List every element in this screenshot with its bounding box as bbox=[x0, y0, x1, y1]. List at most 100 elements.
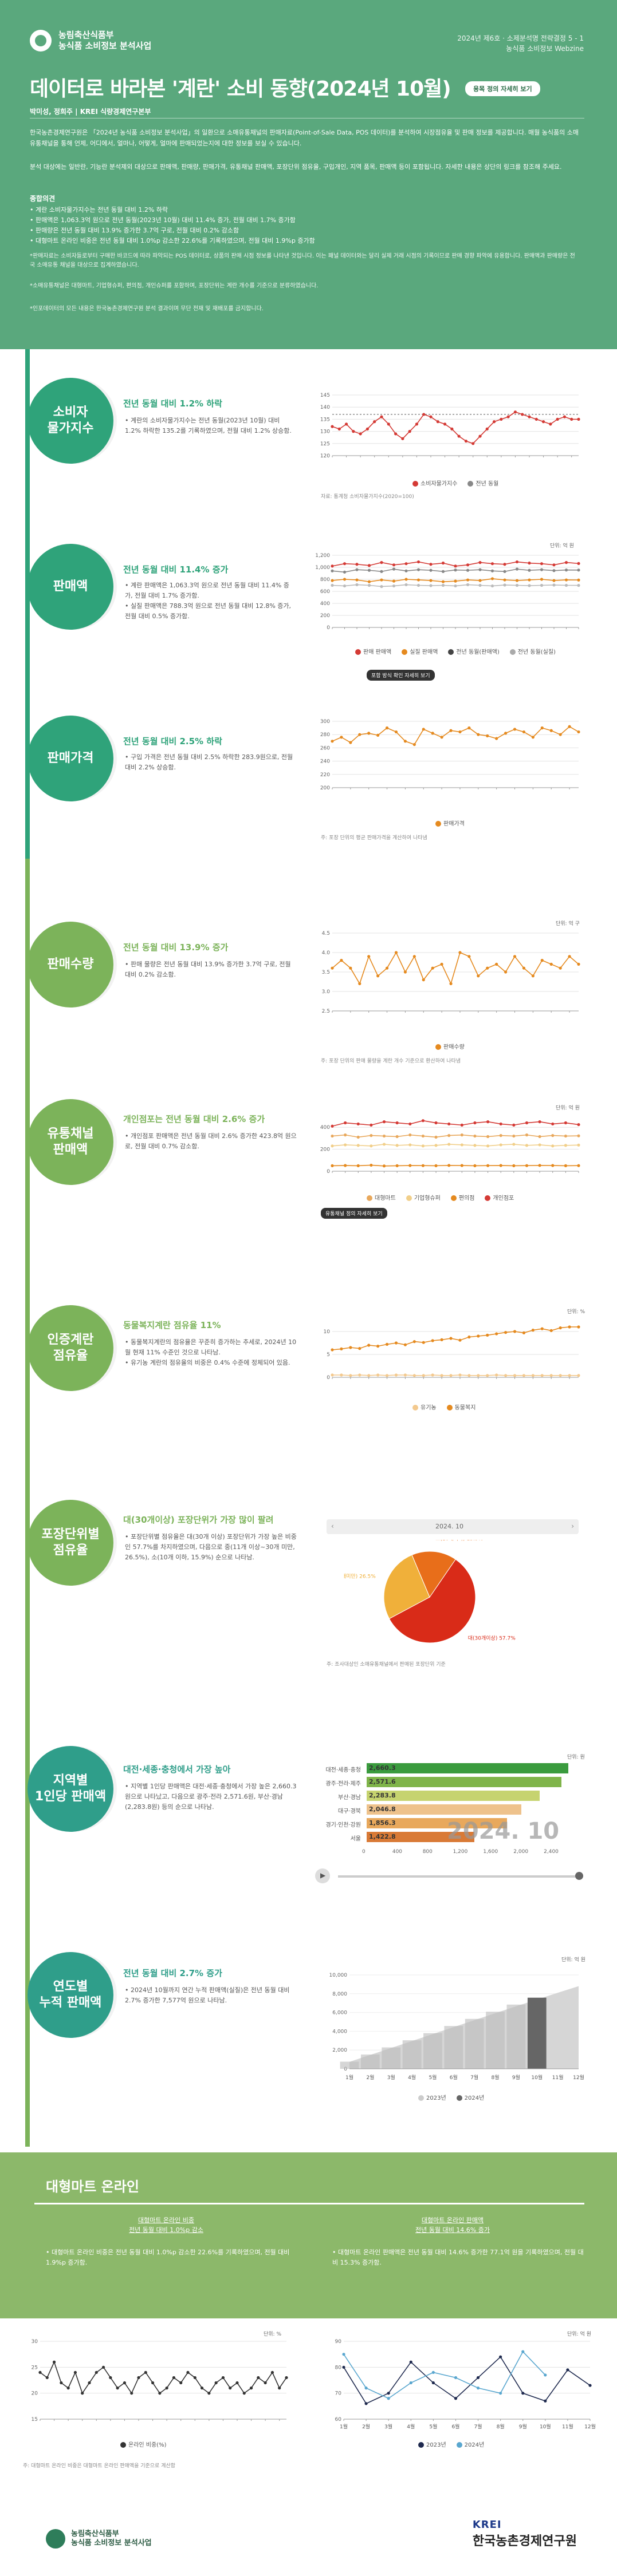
data-point bbox=[441, 570, 445, 573]
y-tick-label: 25 bbox=[32, 2365, 38, 2370]
data-point bbox=[412, 1340, 416, 1344]
play-button[interactable]: ▶ bbox=[315, 1868, 330, 1883]
timeline-bar-light bbox=[25, 859, 30, 2147]
x-tick-label: 400 bbox=[392, 1849, 403, 1855]
data-point bbox=[540, 562, 544, 566]
data-point bbox=[367, 583, 371, 587]
data-point bbox=[551, 1144, 555, 1148]
data-point bbox=[478, 583, 482, 587]
chart-legend: 판매 판매액 실질 판매액 전년 동월(판매액) 전년 동월(실질) bbox=[355, 647, 556, 655]
section-subtitle: 전년 동월 대비 1.2% 하락 bbox=[123, 398, 222, 409]
data-point bbox=[577, 1164, 580, 1167]
data-point bbox=[392, 579, 396, 583]
data-point bbox=[367, 564, 371, 567]
y-tick-label: 200 bbox=[320, 1147, 330, 1153]
data-point bbox=[540, 726, 544, 730]
data-point bbox=[344, 1133, 347, 1137]
play-icon: ▶ bbox=[320, 1871, 326, 1879]
data-point bbox=[454, 568, 457, 572]
section-subtitle: 대전·세종·충청에서 가장 높아 bbox=[123, 1764, 231, 1775]
bar-label: 부산·경남 bbox=[338, 1795, 361, 1801]
series-line bbox=[332, 951, 579, 985]
x-tick-label: 0 bbox=[362, 1849, 366, 1855]
bar-value: 1,422.8 bbox=[369, 1833, 396, 1840]
data-point bbox=[382, 1143, 386, 1146]
ministry-logo: 농림축산식품부 농식품 소비정보 분석사업 bbox=[30, 30, 151, 52]
data-point bbox=[473, 1144, 477, 1147]
bar-label: 대전·세종·충청 bbox=[325, 1767, 361, 1773]
data-point bbox=[521, 2392, 525, 2395]
definition-detail-button[interactable]: 용목 정의 자세히 보기 bbox=[465, 81, 540, 96]
data-point bbox=[559, 733, 562, 736]
data-point bbox=[447, 1164, 451, 1167]
next-month-icon[interactable]: › bbox=[571, 1522, 574, 1530]
data-point bbox=[549, 1329, 553, 1332]
data-point bbox=[434, 1144, 438, 1147]
data-point bbox=[343, 570, 347, 574]
data-point bbox=[337, 427, 341, 430]
section-subtitle: 전년 동월 대비 11.4% 증가 bbox=[123, 564, 229, 575]
section-badge-premium: 인증계란 점유율 bbox=[27, 1305, 113, 1391]
data-point bbox=[467, 955, 471, 958]
data-point bbox=[563, 415, 567, 418]
data-point bbox=[376, 974, 380, 978]
data-point bbox=[485, 427, 489, 430]
data-point bbox=[440, 1338, 443, 1341]
data-point bbox=[394, 1341, 398, 1345]
x-tick-label: 2월 bbox=[362, 2423, 370, 2430]
timeline-slider[interactable] bbox=[338, 1875, 579, 1878]
y-tick-label: 1,000 bbox=[315, 565, 330, 571]
section-bullet: • 동물복지계란의 점유율은 꾸준히 증가하는 추세로, 2024년 10월 현… bbox=[125, 1338, 297, 1366]
legend-item: 소비자물가지수 bbox=[420, 481, 458, 487]
data-point bbox=[415, 422, 419, 426]
ministry-emblem-icon bbox=[46, 2529, 65, 2549]
timeline-handle[interactable] bbox=[575, 1872, 583, 1880]
data-point bbox=[528, 415, 531, 418]
data-point bbox=[340, 736, 343, 739]
data-point bbox=[577, 417, 580, 421]
section-bullet: • 2024년 10월까지 연간 누적 판매액(실질)은 전년 동월 대비 2.… bbox=[125, 1986, 290, 2004]
data-point bbox=[165, 2387, 168, 2390]
data-point bbox=[264, 2381, 267, 2385]
legend-item: 판매 판매액 bbox=[363, 649, 392, 655]
series-line bbox=[332, 1374, 579, 1376]
x-tick-label: 11월 bbox=[552, 2074, 564, 2081]
legend-item: 전년 동월 bbox=[475, 481, 499, 487]
pie-label: 대(30개이상) 57.7% bbox=[468, 1635, 516, 1641]
bar-value: 2,283.8 bbox=[369, 1792, 396, 1799]
data-point bbox=[358, 982, 361, 985]
month-selector[interactable]: ‹ 2024. 10 › bbox=[327, 1519, 579, 1534]
data-point bbox=[403, 1343, 407, 1346]
data-point bbox=[355, 583, 359, 587]
y-tick-label: 135 bbox=[320, 417, 330, 422]
channel-definition-button[interactable]: 유통채널 정의 자세히 보기 bbox=[321, 1208, 387, 1219]
data-point bbox=[467, 1336, 471, 1339]
data-point bbox=[359, 432, 362, 436]
series-line bbox=[332, 1134, 579, 1138]
pie-slice bbox=[388, 1559, 476, 1643]
data-point bbox=[467, 1374, 471, 1377]
bar-label: 경기·인천·강원 bbox=[325, 1822, 361, 1828]
y-tick-label: 0 bbox=[327, 1169, 330, 1175]
legend-item: 전년 동월(실질) bbox=[517, 649, 556, 655]
data-point bbox=[503, 563, 506, 566]
prev-month-icon[interactable]: ‹ bbox=[331, 1522, 334, 1530]
online-share-summary: 대형마트 온라인 비중 전년 동월 대비 1.0%p 감소 • 대형마트 온라인… bbox=[34, 2215, 298, 2268]
data-point bbox=[552, 563, 556, 567]
calc-method-button[interactable]: 포함 방식 확인 자세히 보기 bbox=[367, 670, 435, 681]
data-point bbox=[564, 1134, 567, 1138]
data-point bbox=[380, 415, 383, 418]
y-tick-label: 20 bbox=[32, 2391, 38, 2397]
data-point bbox=[504, 732, 508, 735]
x-tick-label: 3월 bbox=[384, 2423, 392, 2430]
data-point bbox=[116, 2387, 119, 2390]
section-subtitle: 전년 동월 대비 2.7% 증가 bbox=[123, 1968, 222, 1978]
data-point bbox=[454, 2397, 458, 2400]
header-note-3: *인포데이터의 모든 내용은 한국농촌경제연구원 분석 결과이며 무단 전재 및… bbox=[30, 306, 264, 312]
header-note-2: *소매유통채널은 대형마트, 기업형슈퍼, 편의점, 개인슈퍼를 포함하며, 포… bbox=[30, 283, 319, 289]
section-badge-cumulative: 연도별 누적 판매액 bbox=[27, 1952, 113, 2038]
issue-info: 2024년 제6호 · 소제분석명 전략결정 5 - 1 농식품 소비정보 We… bbox=[457, 33, 584, 54]
data-point bbox=[538, 1164, 541, 1167]
premium-chart: 10 5 0 bbox=[309, 1317, 584, 1391]
krei-logo: KREI 한국농촌경제연구원 bbox=[473, 2519, 577, 2549]
